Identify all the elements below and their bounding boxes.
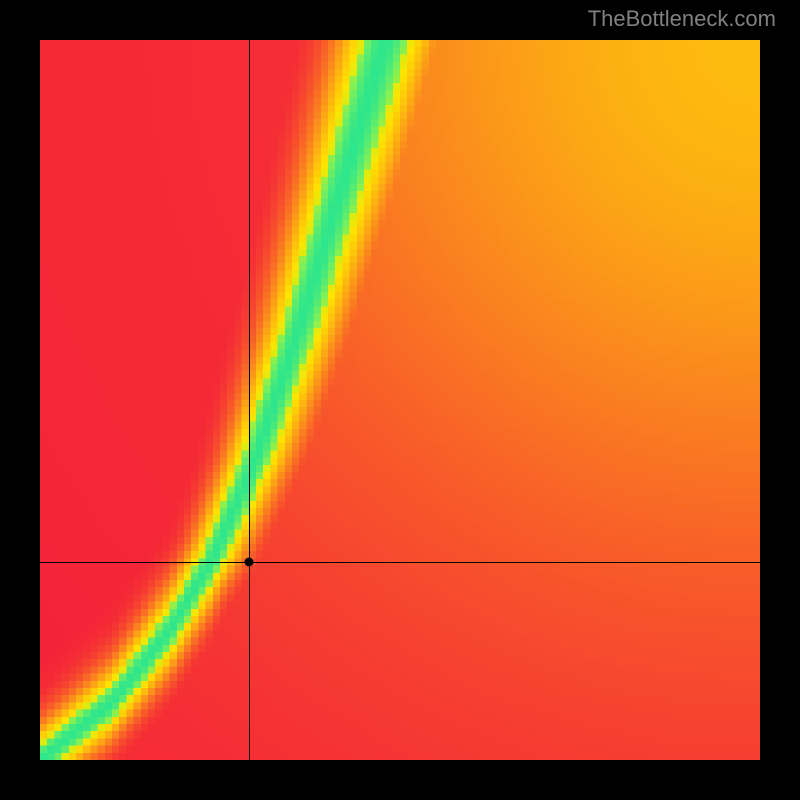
watermark-text: TheBottleneck.com (588, 6, 776, 32)
crosshair-horizontal (40, 562, 760, 563)
crosshair-vertical (249, 40, 250, 760)
heatmap-canvas (40, 40, 760, 760)
chart-container: TheBottleneck.com (0, 0, 800, 800)
marker-dot (244, 558, 253, 567)
plot-area (40, 40, 760, 760)
